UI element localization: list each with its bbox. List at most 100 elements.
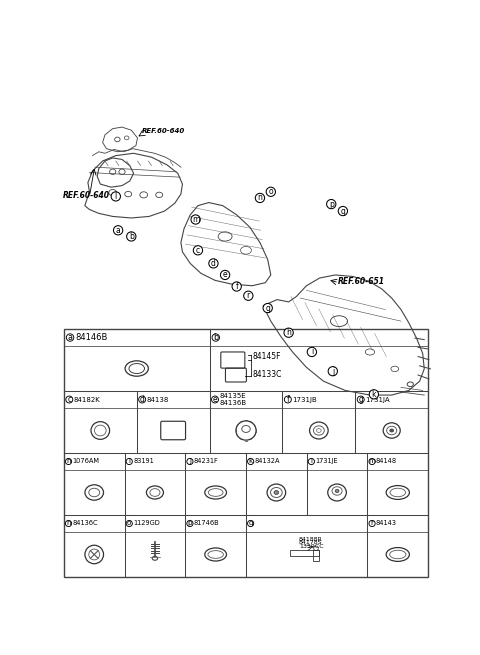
Circle shape [326, 200, 336, 209]
Text: 84135E
84136B: 84135E 84136B [220, 393, 247, 405]
Ellipse shape [274, 491, 279, 495]
Text: 83191: 83191 [133, 458, 154, 464]
Text: d: d [140, 395, 144, 404]
Text: l: l [311, 458, 312, 464]
Text: 84182K: 84182K [74, 396, 101, 403]
Text: i: i [128, 458, 130, 464]
Text: 84136C: 84136C [72, 521, 98, 527]
Circle shape [369, 390, 379, 399]
Text: a: a [116, 226, 120, 234]
Text: REF.60-651: REF.60-651 [337, 277, 384, 286]
Circle shape [139, 396, 145, 403]
Text: b: b [129, 232, 134, 241]
Text: h: h [66, 458, 71, 464]
Bar [313, 550, 319, 561]
Circle shape [248, 458, 254, 464]
Text: 84148: 84148 [376, 458, 397, 464]
Text: g: g [265, 303, 270, 312]
Circle shape [209, 259, 218, 268]
Circle shape [126, 458, 132, 464]
Text: p: p [329, 200, 334, 208]
Text: d: d [211, 259, 216, 268]
Text: 1339CC: 1339CC [299, 544, 324, 550]
Text: n: n [66, 521, 71, 527]
Text: REF.60-640: REF.60-640 [63, 191, 110, 200]
Text: p: p [188, 521, 192, 527]
Bar [289, 550, 319, 556]
Circle shape [193, 246, 203, 255]
Text: REF.60-640: REF.60-640 [142, 128, 185, 134]
Ellipse shape [335, 489, 339, 493]
Text: j: j [189, 458, 191, 464]
Text: g: g [358, 395, 363, 404]
Circle shape [113, 226, 123, 235]
Circle shape [65, 521, 72, 527]
Circle shape [66, 396, 73, 403]
Text: 84145F: 84145F [253, 352, 281, 362]
Text: 1129GD: 1129GD [133, 521, 160, 527]
Bar [64, 329, 428, 577]
Circle shape [263, 303, 272, 312]
Text: c: c [196, 246, 200, 255]
Circle shape [66, 334, 74, 341]
Circle shape [111, 192, 120, 201]
Circle shape [357, 396, 364, 403]
Ellipse shape [390, 429, 394, 432]
Circle shape [308, 458, 314, 464]
Text: 84143: 84143 [376, 521, 397, 527]
Text: 84132A: 84132A [254, 458, 280, 464]
Text: 84188R: 84188R [299, 536, 323, 542]
Text: r: r [247, 291, 250, 300]
Circle shape [307, 347, 316, 356]
Text: a: a [68, 333, 72, 342]
Circle shape [369, 458, 375, 464]
Text: 1076AM: 1076AM [72, 458, 99, 464]
Circle shape [220, 271, 230, 280]
Text: h: h [286, 328, 291, 337]
Text: 84146B: 84146B [75, 333, 108, 342]
Circle shape [369, 521, 375, 527]
Text: 81746B: 81746B [194, 521, 219, 527]
Circle shape [328, 367, 337, 376]
Circle shape [284, 396, 291, 403]
Text: e: e [223, 271, 228, 280]
Circle shape [187, 458, 193, 464]
Text: 84138: 84138 [147, 396, 169, 403]
Text: k: k [249, 458, 253, 464]
Circle shape [244, 291, 253, 301]
Text: m: m [369, 458, 375, 464]
Text: i: i [311, 347, 313, 356]
Circle shape [284, 328, 293, 337]
Circle shape [126, 521, 132, 527]
Text: 84231F: 84231F [194, 458, 218, 464]
Text: l: l [115, 192, 117, 201]
Text: 1731JA: 1731JA [365, 396, 390, 403]
Circle shape [191, 215, 200, 224]
Text: q: q [248, 521, 253, 527]
Circle shape [212, 396, 218, 403]
Text: k: k [372, 390, 376, 399]
Text: c: c [67, 395, 72, 404]
Text: r: r [371, 521, 373, 527]
Text: 84178S: 84178S [299, 540, 323, 546]
Circle shape [248, 521, 254, 527]
Text: 1731JB: 1731JB [292, 396, 317, 403]
Circle shape [232, 282, 241, 291]
Text: f: f [235, 282, 238, 291]
Text: o: o [268, 187, 273, 196]
Text: e: e [213, 395, 217, 404]
Text: j: j [332, 367, 334, 376]
Text: 84133C: 84133C [253, 370, 282, 379]
Text: 1731JE: 1731JE [315, 458, 338, 464]
Text: m: m [192, 215, 199, 224]
Text: q: q [340, 206, 345, 215]
Text: n: n [257, 193, 263, 202]
Circle shape [212, 334, 219, 341]
Text: b: b [213, 333, 218, 342]
Circle shape [266, 187, 276, 196]
Text: f: f [287, 395, 289, 404]
Circle shape [65, 458, 72, 464]
Circle shape [187, 521, 193, 527]
Text: o: o [127, 521, 132, 527]
Circle shape [255, 193, 264, 202]
